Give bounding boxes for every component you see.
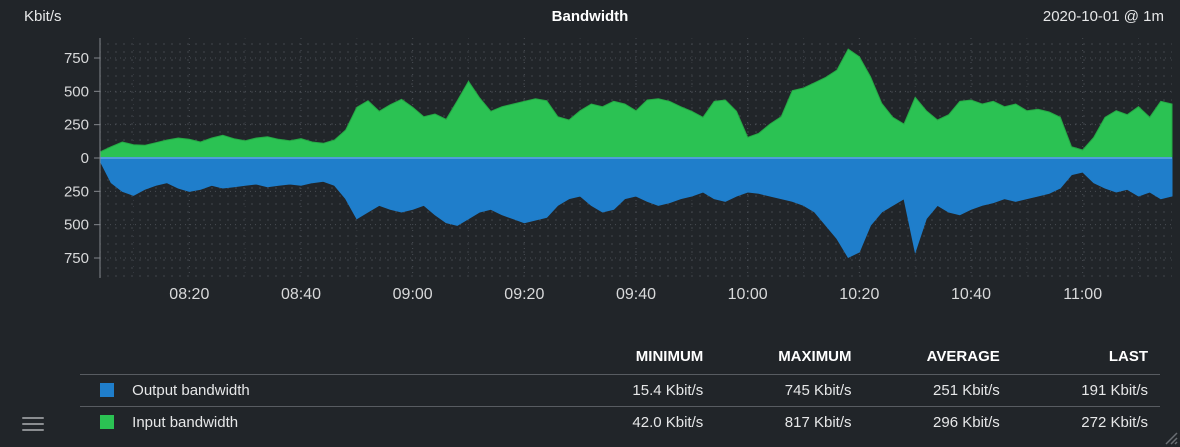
y-axis-unit-label: Kbit/s (24, 8, 62, 25)
column-header-minimum: MINIMUM (635, 348, 704, 365)
output-last-value: 191 Kbit/s (1011, 374, 1160, 407)
output-minimum-value: 15.4 Kbit/s (567, 374, 716, 407)
x-tick-label: 08:40 (281, 286, 321, 303)
table-row-output: Output bandwidth 15.4 Kbit/s 745 Kbit/s … (80, 374, 1160, 407)
y-tick-label: 250 (64, 183, 89, 200)
date-range-label: 2020-10-01 @ 1m (1042, 8, 1164, 25)
input-minimum-value: 42.0 Kbit/s (567, 406, 716, 438)
y-tick-label: 250 (64, 117, 89, 134)
output-area-series (99, 157, 1173, 258)
column-header-average: AVERAGE (926, 348, 1000, 365)
output-series-swatch-icon (100, 383, 114, 397)
x-tick-label: 10:40 (951, 286, 991, 303)
chart-header: Kbit/s Bandwidth 2020-10-01 @ 1m (0, 0, 1180, 30)
table-row-input: Input bandwidth 42.0 Kbit/s 817 Kbit/s 2… (80, 406, 1160, 438)
output-average-value: 251 Kbit/s (863, 374, 1012, 407)
x-tick-label: 09:40 (616, 286, 656, 303)
y-tick-label: 750 (64, 50, 89, 67)
y-tick-label: 500 (64, 83, 89, 100)
legend-header-row: MINIMUM MAXIMUM AVERAGE LAST (80, 340, 1160, 375)
x-tick-label: 10:20 (839, 286, 879, 303)
y-tick-label: 500 (64, 217, 89, 234)
y-tick-label: 750 (64, 250, 89, 267)
menu-icon[interactable] (22, 417, 44, 433)
input-average-value: 296 Kbit/s (863, 406, 1012, 438)
output-maximum-value: 745 Kbit/s (715, 374, 864, 407)
y-tick-label: 0 (81, 150, 89, 167)
x-tick-label: 11:00 (1063, 286, 1102, 303)
input-series-swatch-icon (100, 415, 114, 429)
legend-header-spacer (80, 340, 567, 375)
legend-table: MINIMUM MAXIMUM AVERAGE LAST Output band… (80, 340, 1160, 438)
x-tick-label: 08:20 (169, 286, 209, 303)
column-header-last: LAST (1108, 348, 1148, 365)
input-maximum-value: 817 Kbit/s (715, 406, 864, 438)
x-tick-label: 10:00 (728, 286, 768, 303)
input-last-value: 272 Kbit/s (1011, 406, 1160, 438)
output-series-label: Output bandwidth (132, 382, 250, 399)
chart-svg[interactable]: 750 500 250 0 250 500 750 08:20 08:40 09:00 09:20 0… (0, 32, 1180, 304)
legend-entry-output: Output bandwidth (80, 374, 568, 407)
x-tick-label: 09:00 (393, 286, 433, 303)
x-tick-label: 09:20 (504, 286, 544, 303)
bandwidth-chart-plot[interactable]: 750 500 250 0 250 500 750 08:20 08:40 09:00 09:20 0… (0, 32, 1180, 304)
column-header-maximum: MAXIMUM (778, 348, 852, 365)
legend-entry-input: Input bandwidth (80, 406, 568, 438)
input-area-series (99, 48, 1173, 159)
resize-handle-icon[interactable] (1162, 429, 1178, 445)
input-series-label: Input bandwidth (132, 414, 239, 431)
chart-title: Bandwidth (551, 8, 629, 25)
